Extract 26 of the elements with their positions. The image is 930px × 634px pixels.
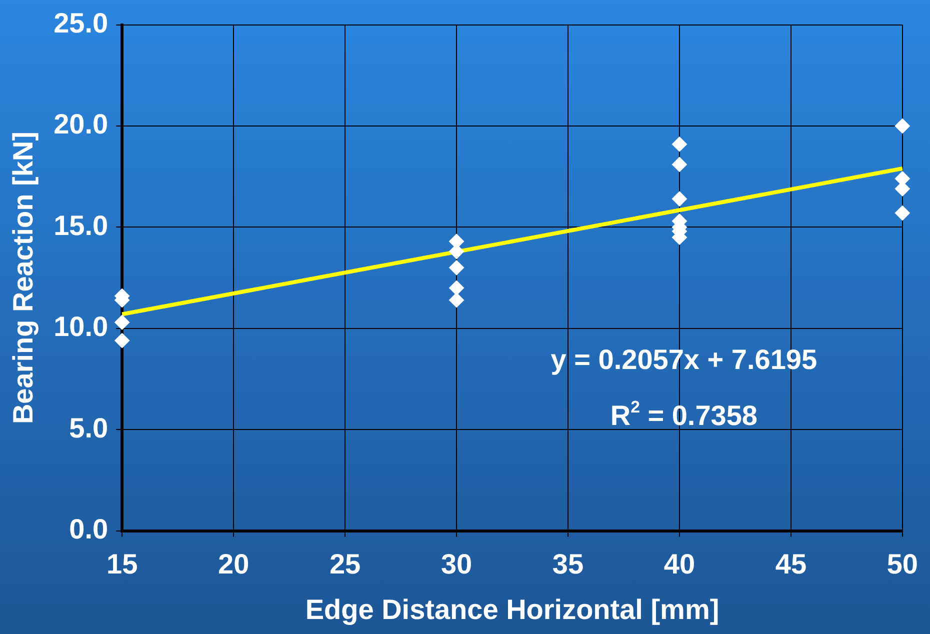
point bbox=[894, 118, 910, 134]
y-tick-label: 15.0 bbox=[54, 210, 108, 241]
point bbox=[672, 191, 687, 206]
y-axis-title: Bearing Reaction [kN] bbox=[8, 132, 39, 424]
x-tick-label: 50 bbox=[886, 548, 918, 580]
x-tick-label: 20 bbox=[218, 548, 250, 580]
y-tick-label: 5.0 bbox=[69, 412, 108, 444]
point bbox=[114, 314, 130, 330]
point bbox=[672, 156, 687, 172]
y-tick-label: 0.0 bbox=[69, 514, 108, 545]
point bbox=[894, 206, 910, 221]
y-tick-label: 25.0 bbox=[54, 8, 108, 39]
y-tick-label: 10.0 bbox=[54, 311, 108, 342]
x-tick-label: 25 bbox=[329, 548, 361, 580]
x-tick-label: 35 bbox=[552, 548, 584, 580]
x-tick-label: 15 bbox=[106, 548, 138, 580]
y-tick-label: 20.0 bbox=[54, 108, 108, 140]
x-tick-label: 40 bbox=[664, 548, 696, 580]
x-axis-title: Edge Distance Horizontal [mm] bbox=[305, 594, 720, 625]
x-tick-label: 45 bbox=[775, 548, 807, 580]
point bbox=[449, 292, 464, 308]
point bbox=[672, 136, 687, 152]
x-tick-label: 30 bbox=[440, 548, 472, 580]
point bbox=[114, 333, 130, 348]
point bbox=[449, 260, 464, 276]
point bbox=[449, 280, 464, 296]
